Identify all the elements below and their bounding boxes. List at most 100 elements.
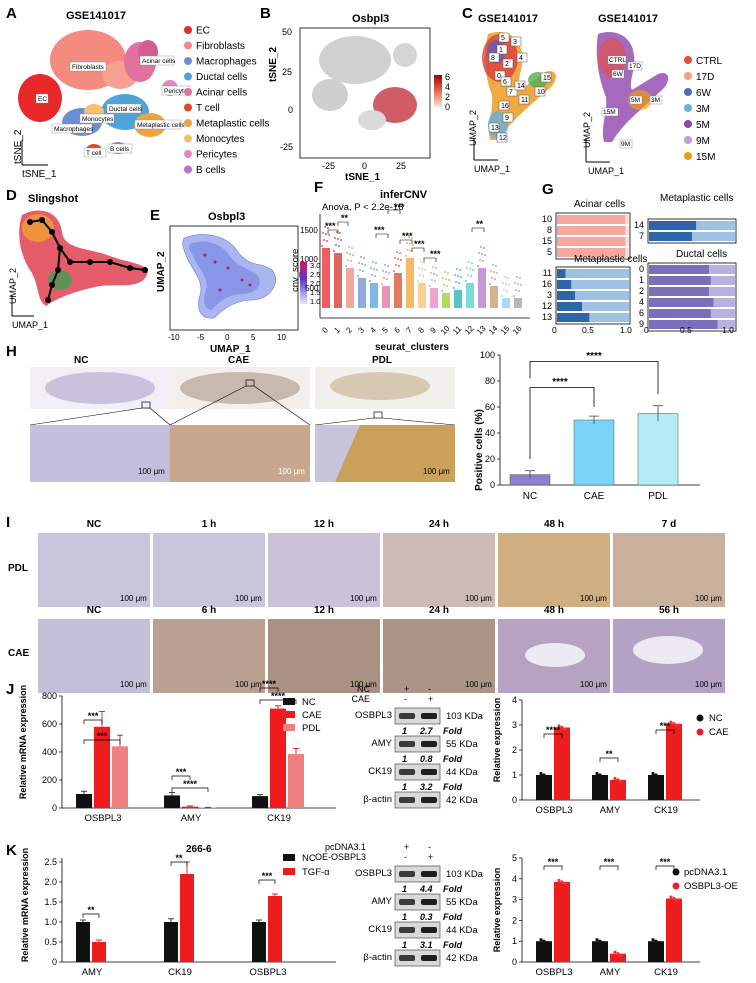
panel-a-legend: EC Fibroblasts Macrophages Ductal cells Acin…	[184, 26, 269, 176]
j-sig-bracket	[259, 699, 297, 704]
f-point	[362, 270, 364, 272]
g-row-label: 1	[639, 275, 644, 285]
f-point	[519, 277, 521, 279]
c-cluster-label: 10	[537, 89, 545, 96]
g-bar-light	[692, 232, 735, 241]
g-bar-dark	[557, 291, 575, 300]
chart-k-bar	[92, 942, 106, 962]
f-sig: ***	[414, 239, 425, 249]
g-bar-light	[709, 287, 735, 296]
chart-kr-point	[654, 939, 658, 943]
f-point	[433, 273, 435, 275]
g-bar-dark	[557, 313, 590, 322]
legend-a-swatch	[184, 150, 192, 158]
chart-kr-xtick: AMY	[600, 967, 621, 978]
c-cluster-box	[496, 132, 508, 143]
legend-c-swatch	[684, 120, 692, 128]
legend-c-label: 6W	[696, 88, 712, 99]
h-xtick: NC	[523, 491, 537, 502]
f-point	[517, 283, 519, 285]
f-point	[388, 272, 390, 274]
h-bar-chart: 0 20 40 60 80 100 NC CAE PDL **** ****	[480, 350, 700, 502]
chart-j-xtick: OSBPL3	[85, 813, 122, 824]
wb-fold-value: 0.8	[420, 754, 433, 764]
chart-kr-point	[601, 941, 605, 945]
f-point	[432, 266, 434, 268]
legend-a-label: T cell	[196, 103, 220, 114]
f-xticks: 0 1 2 3 4 5 6 7 8 9 10 11 12 13 14 15 16	[320, 324, 523, 337]
wb-header-label: NC	[357, 684, 370, 694]
wb-kda: 103 KDa	[446, 711, 484, 722]
f-point	[454, 274, 456, 276]
panel-b: B Osbpl3 50 25 0 -25 -25 0 25 tSNE_1 tSN…	[260, 5, 450, 183]
wb-row-label: β-actin	[363, 952, 392, 963]
wb-band-2	[421, 713, 437, 719]
legend-c-label: 5M	[696, 120, 710, 131]
j-sig: ***	[88, 711, 99, 721]
chart-kr-point	[669, 895, 673, 899]
h-sig-bracket	[529, 387, 595, 459]
chart-kr-ytick: 5	[512, 853, 517, 863]
panel-c: C GSE141017 GSE141017 531482067141510111…	[462, 5, 723, 176]
wb-fold-label: Fold	[443, 726, 462, 736]
wb-row-label: OSBPL3	[355, 710, 392, 721]
wb-kda: 44 KDa	[446, 767, 478, 778]
j-legend-nc: NC	[302, 697, 316, 708]
g-xticks: 0 0.5 1.0 0 0.5 1.0	[552, 325, 734, 335]
f-point	[371, 274, 373, 276]
chart-jr-bar	[536, 775, 552, 800]
jr-sig: **	[605, 749, 613, 759]
c-cluster-label: 8	[491, 55, 495, 62]
f-point	[495, 265, 497, 267]
j-sig: ***	[97, 731, 108, 741]
f-point	[347, 259, 349, 261]
chart-k-ytick: 2.5	[44, 857, 57, 867]
b-xtick: -25	[322, 161, 335, 171]
h-ytick: 0	[490, 480, 495, 490]
chart-jr-point	[601, 774, 605, 779]
kr-sig-bracket	[655, 865, 675, 870]
j-sig-bracket	[171, 787, 209, 792]
c-ylabel-right: UMAP_2	[582, 112, 592, 148]
f-point	[459, 269, 461, 271]
label-ec: EC	[38, 96, 47, 103]
panel-b-xticks: -25 0 25	[322, 161, 406, 171]
i-scale: 100 μm	[695, 680, 722, 689]
e-colorbar-ticks: 3.0 2.5 2.0 1.5 1.0	[310, 261, 320, 306]
chart-j-ytick: 800	[42, 691, 57, 701]
g-subpanel-title: Metaplastic cells	[574, 254, 647, 265]
f-point	[335, 244, 337, 246]
f-point	[496, 272, 498, 274]
f-point	[492, 264, 494, 266]
wb-fold-value: 3.1	[420, 940, 433, 950]
tsne-high-expression	[373, 87, 417, 123]
wb-kda: 42 KDa	[446, 953, 478, 964]
chart-jr-point	[563, 727, 567, 731]
panel-a: A GSE141017 Fibroblasts Acinar cells EC …	[6, 5, 269, 180]
e-xtick: 0	[225, 333, 230, 342]
wb-header-label: CAE	[351, 694, 370, 704]
f-point	[421, 268, 423, 270]
chart-k-xtick: AMY	[82, 967, 103, 978]
legend-c-label: CTRL	[696, 56, 723, 67]
i-row1-time: 7 d	[662, 519, 676, 530]
wb-band-1	[399, 871, 415, 877]
label-pericytes: Pericytes	[164, 88, 191, 95]
wb-lane-box	[394, 791, 441, 809]
panel-j-letter: J	[6, 681, 14, 698]
wb-fold-value: 4.4	[419, 884, 433, 894]
h-ytick: 60	[485, 402, 495, 412]
g-subpanel-title: Acinar cells	[574, 199, 625, 210]
legend-a-swatch	[184, 165, 192, 174]
f-point	[395, 264, 397, 266]
kr-sig: ***	[548, 857, 559, 867]
wb-header-sign: +	[404, 842, 409, 852]
i-scale: 100 μm	[120, 680, 147, 689]
c-cluster-box	[516, 52, 528, 63]
g-row-label: 4	[639, 297, 644, 307]
chart-j-xtick: AMY	[181, 813, 202, 824]
g-subpanel-title: Metaplastic cells	[660, 193, 733, 204]
f-xtick: 1	[332, 325, 342, 335]
kr-sig-bracket	[543, 865, 563, 870]
